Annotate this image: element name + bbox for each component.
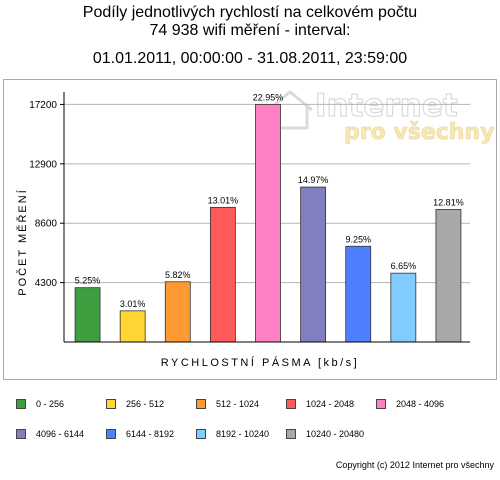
- bar-256-512: [119, 310, 146, 343]
- legend-label: 0 - 256: [36, 399, 65, 409]
- legend-label: 256 - 512: [126, 399, 165, 409]
- bar-value-label: 5.82%: [165, 270, 191, 280]
- legend-label: 10240 - 20480: [306, 429, 365, 439]
- legend-label: 1024 - 2048: [306, 399, 355, 409]
- legend-label: 6144 - 8192: [126, 429, 175, 439]
- bars: 5.25% 3.01% 5.82% 13.01% 22.95% 14.97% 9.25% 6.…: [74, 92, 464, 343]
- legend-label: 8192 - 10240: [216, 429, 270, 439]
- watermark-line-1: Internet: [315, 88, 458, 124]
- legend-label: 4096 - 6144: [36, 429, 85, 439]
- legend-swatch: [16, 429, 26, 439]
- legend-label: 512 - 1024: [216, 399, 260, 409]
- legend-item: 0 - 256: [16, 396, 106, 412]
- bar-10240-20480: [435, 209, 462, 343]
- legend-swatch: [16, 399, 26, 409]
- y-axis-label: POČET MĚŘENÍ: [16, 188, 29, 296]
- bar-value-label: 14.97%: [298, 175, 329, 185]
- bar-value-label: 6.65%: [391, 261, 417, 271]
- legend-label: 2048 - 4096: [396, 399, 445, 409]
- legend-swatch: [106, 429, 116, 439]
- legend-row: 4096 - 6144 6144 - 8192 8192 - 10240 10240 …: [16, 426, 496, 442]
- y-tick-label: 8600: [35, 219, 58, 230]
- legend-row: 0 - 256 256 - 512 512 - 1024 1024 - 2048 204…: [16, 396, 496, 412]
- legend-swatch: [106, 399, 116, 409]
- y-tick-label: 12900: [29, 159, 57, 170]
- legend-swatch: [196, 399, 206, 409]
- legend-item: 10240 - 20480: [286, 426, 376, 442]
- legend-item: 2048 - 4096: [376, 396, 466, 412]
- y-tick-label: 17200: [29, 100, 57, 111]
- chart-title-line-2: 74 938 wifi měření - interval:: [149, 22, 351, 39]
- bar-value-label: 5.25%: [75, 276, 101, 286]
- legend-item: 512 - 1024: [196, 396, 286, 412]
- copyright-notice: Copyright (c) 2012 Internet pro všechny: [335, 460, 494, 470]
- bar-4096-6144: [300, 186, 327, 343]
- legend-swatch: [376, 399, 386, 409]
- bar-8192-10240: [390, 272, 417, 343]
- bar-value-label: 3.01%: [120, 299, 146, 309]
- chart-frame: [3, 79, 497, 380]
- chart-title-line-1: Podíly jednotlivých rychlostí na celkové…: [82, 4, 418, 21]
- legend-swatch: [286, 429, 296, 439]
- bar-value-label: 13.01%: [208, 195, 239, 205]
- chart-title-interval: 01.01.2011, 00:00:00 - 31.08.2011, 23:59…: [92, 50, 408, 67]
- bar-value-label: 12.81%: [433, 197, 464, 207]
- bar-512-1024: [164, 281, 191, 343]
- legend-item: 6144 - 8192: [106, 426, 196, 442]
- legend: 0 - 256 256 - 512 512 - 1024 1024 - 2048 204…: [16, 396, 496, 456]
- y-tick-label: 4300: [35, 278, 58, 289]
- legend-item: 4096 - 6144: [16, 426, 106, 442]
- bar-value-label: 9.25%: [345, 234, 371, 244]
- y-tick-labels: 4300 8600 12900 17200: [29, 100, 57, 289]
- watermark: Internet pro všechny: [267, 87, 495, 145]
- bar-1024-2048: [209, 206, 236, 343]
- watermark-line-2: pro všechny: [344, 120, 494, 145]
- x-axis-label: RYCHLOSTNÍ PÁSMA [kb/s]: [161, 356, 360, 369]
- bar-6144-8192: [345, 245, 372, 343]
- bar-0-256: [74, 287, 101, 343]
- legend-item: 1024 - 2048: [286, 396, 376, 412]
- bar-value-label: 22.95%: [253, 92, 284, 102]
- legend-swatch: [196, 429, 206, 439]
- legend-swatch: [286, 399, 296, 409]
- legend-item: 8192 - 10240: [196, 426, 286, 442]
- bar-2048-4096: [255, 104, 281, 343]
- legend-item: 256 - 512: [106, 396, 196, 412]
